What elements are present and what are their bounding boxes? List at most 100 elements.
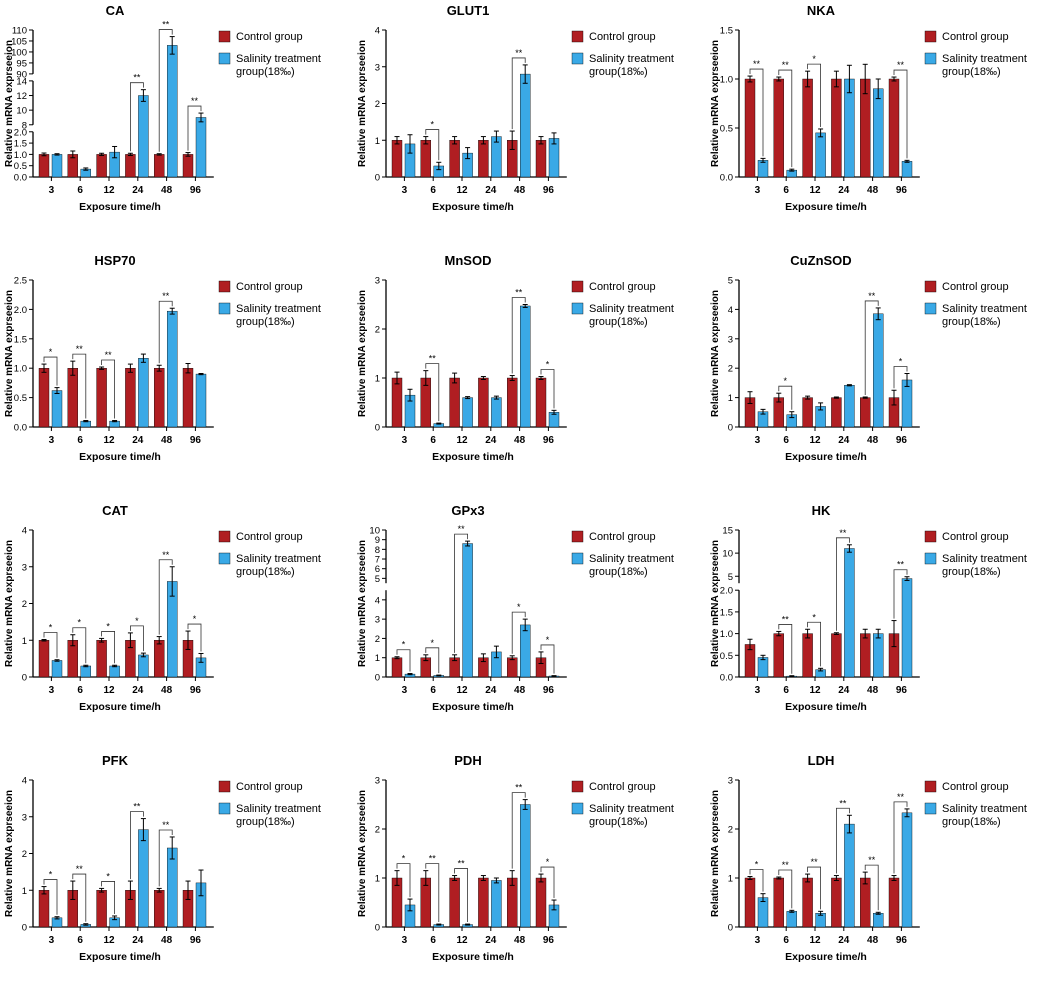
chart-title: GPx3 [451, 503, 484, 518]
significance-mark: ** [133, 73, 141, 83]
y-tick-label: 0 [375, 423, 380, 434]
legend-swatch-control [218, 30, 231, 43]
y-axis-label: Relative mRNA exprseeion [710, 290, 721, 417]
significance-bracket [425, 129, 440, 161]
y-tick-label: 6 [375, 564, 380, 575]
legend-treatment-label: Salinity treatment [236, 53, 321, 65]
significance-mark: * [431, 638, 435, 648]
x-tick-label: 6 [77, 435, 83, 446]
legend-treatment-label: Salinity treatment [942, 553, 1027, 565]
bar-treatment [519, 305, 531, 428]
chart-title: LDH [808, 753, 835, 768]
legend-control-label: Control group [589, 781, 656, 793]
y-tick-label: 110 [12, 26, 27, 37]
legend-swatch-treatment [218, 302, 231, 315]
y-tick-label: 2 [375, 634, 380, 645]
significance-mark: ** [105, 350, 113, 360]
significance-mark: ** [515, 288, 523, 298]
significance-bracket [893, 569, 908, 619]
y-tick-label: 2 [375, 325, 380, 336]
bar-treatment [757, 160, 769, 178]
legend-control-label: Control group [589, 531, 656, 543]
x-tick-label: 6 [430, 185, 436, 196]
x-tick-label: 24 [485, 935, 497, 946]
y-tick-label: 0 [375, 923, 380, 934]
significance-bracket [454, 868, 468, 923]
significance-mark: * [49, 347, 53, 357]
significance-mark: * [402, 854, 406, 864]
legend-swatch-treatment [218, 52, 231, 65]
significance-bracket [778, 869, 793, 909]
bar-treatment [166, 847, 178, 928]
x-tick-label: 24 [485, 685, 497, 696]
significance-mark: ** [897, 560, 905, 570]
chart-hsp70: HSP70 Relative mRNA exprseeion 0.0 0.5 1.0 1.… [4, 253, 321, 463]
significance-mark: ** [162, 550, 170, 560]
y-axis-label: Relative mRNA exprseeion [357, 540, 368, 667]
y-tick-label: 2.0 [14, 127, 27, 138]
significance-mark: * [899, 356, 903, 366]
legend-swatch-control [571, 280, 584, 293]
x-axis-label: Exposure time/h [79, 451, 161, 463]
bar-treatment [138, 829, 149, 928]
bar-treatment [519, 624, 531, 678]
legend-treatment-label: Salinity treatment [942, 803, 1027, 815]
significance-mark: * [755, 860, 759, 870]
y-tick-label: 1 [375, 374, 380, 385]
significance-bracket [749, 869, 764, 892]
significance-mark: ** [753, 59, 761, 69]
significance-bracket [130, 811, 144, 880]
x-tick-label: 48 [867, 685, 879, 696]
significance-bracket [101, 631, 115, 664]
y-tick-label: 8 [22, 120, 27, 131]
bar-control [773, 633, 785, 678]
legend-treatment-label: Salinity treatment [589, 553, 674, 565]
x-tick-label: 48 [514, 435, 526, 446]
bar-treatment [901, 812, 913, 928]
x-tick-label: 24 [838, 685, 850, 696]
legend-treatment-label: Salinity treatment [236, 553, 321, 565]
legend-treatment-label-2: group(18‰) [236, 816, 295, 828]
bar-control [506, 377, 518, 428]
significance-bracket [158, 300, 173, 364]
significance-mark: ** [515, 48, 523, 58]
x-tick-label: 3 [755, 435, 761, 446]
significance-bracket [864, 864, 879, 911]
x-tick-label: 6 [783, 435, 789, 446]
y-tick-label: 1 [22, 636, 27, 647]
significance-mark: ** [133, 802, 141, 812]
x-axis-label: Exposure time/h [79, 701, 161, 713]
significance-mark: ** [76, 864, 84, 874]
bar-control [859, 877, 871, 928]
chart-title: CuZnSOD [790, 253, 851, 268]
x-tick-label: 3 [49, 435, 55, 446]
bar-treatment [844, 78, 855, 178]
significance-bracket [749, 68, 764, 157]
bar-treatment [844, 823, 855, 928]
significance-bracket [158, 559, 173, 635]
x-tick-label: 48 [161, 435, 173, 446]
legend-treatment-label-2: group(18‰) [589, 566, 648, 578]
x-axis-label: Exposure time/h [432, 701, 514, 713]
bar-treatment [815, 132, 826, 178]
significance-mark: ** [839, 798, 847, 808]
chart-title: HK [812, 503, 831, 518]
y-tick-label: 0 [22, 923, 27, 934]
y-tick-label: 8 [375, 545, 380, 556]
x-tick-label: 24 [838, 435, 850, 446]
y-tick-label: 95 [16, 58, 27, 69]
x-tick-label: 12 [103, 685, 115, 696]
chart-ca: CA Relative mRNA exprseeion 0.00.51.01.52.… [4, 3, 321, 213]
bar-control [67, 367, 79, 428]
x-tick-label: 6 [430, 685, 436, 696]
x-tick-label: 6 [783, 935, 789, 946]
x-tick-label: 12 [456, 685, 468, 696]
bar-control [744, 78, 756, 178]
bar-control [182, 367, 194, 428]
legend-control-label: Control group [942, 531, 1009, 543]
significance-bracket [836, 537, 850, 631]
significance-mark: ** [162, 291, 170, 301]
y-tick-label: 2.0 [14, 305, 27, 316]
legend-swatch-treatment [924, 302, 937, 315]
